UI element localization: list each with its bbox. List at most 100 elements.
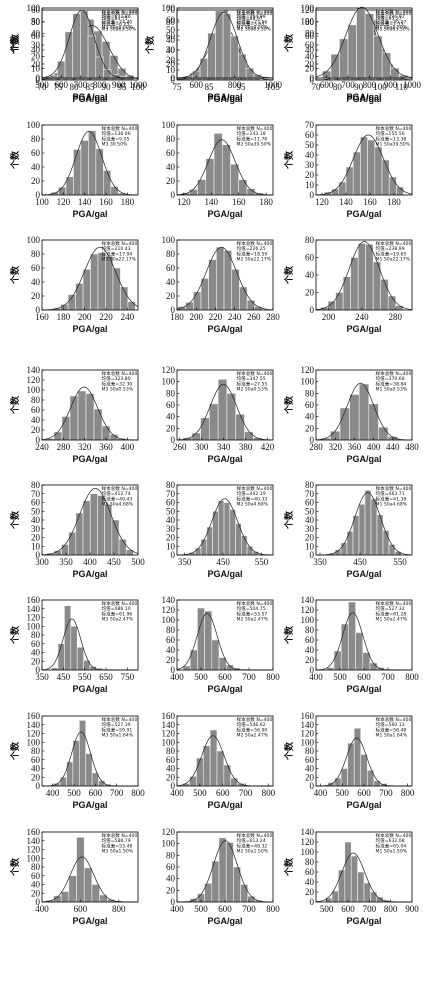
y-tick-label: 80 [305, 746, 315, 756]
y-tick-label: 60 [305, 755, 315, 765]
x-tick-label: 320 [78, 442, 92, 452]
x-tick-label: 600 [341, 904, 355, 914]
y-tick-label: 140 [301, 827, 315, 837]
stats-annotation: 样本总数 N=400 [237, 240, 273, 247]
histogram-bar [82, 500, 91, 556]
x-tick-label: 180 [57, 312, 71, 322]
y-tick-label: 120 [301, 5, 315, 15]
normal-fit-curve [176, 11, 274, 79]
y-axis-label: 个数 [9, 150, 21, 170]
y-tick-label: 80 [31, 480, 41, 490]
stats-annotation: M2 50a39.50% [237, 142, 272, 148]
histogram-panel-24: 0 20 40 60 80 100 120 140 500 600 700 800 900 PGA/gal… [282, 824, 419, 938]
x-tick-label: 700 [363, 904, 377, 914]
histogram-svg: 0 20 40 60 80 100 160 180 200 220 240 PGA/gal 个数 样本总数… [9, 235, 139, 334]
stats-annotation: 均值=504.75 [237, 605, 266, 612]
stats-annotation: 均值=632.08 [376, 837, 405, 844]
x-tick-label: 140 [78, 197, 92, 207]
histogram-bar [225, 842, 234, 903]
y-tick-label: 0 [36, 75, 41, 85]
y-tick-label: 60 [31, 5, 41, 15]
y-tick-label: 60 [305, 867, 315, 877]
histogram-bar [213, 133, 223, 196]
histogram-bar [68, 531, 77, 556]
y-tick-label: 120 [162, 365, 176, 375]
histogram-bar [362, 652, 371, 671]
histogram-bar [368, 403, 379, 441]
histogram-bar [360, 754, 368, 787]
y-tick-label: 0 [310, 305, 315, 315]
stats-annotation: 标准差=17.94 [102, 250, 133, 257]
y-tick-label: 20 [305, 170, 315, 180]
y-tick-label: 60 [305, 400, 315, 410]
x-tick-label: 750 [121, 672, 135, 682]
histogram-bar [217, 500, 225, 556]
histogram-bar [200, 538, 208, 556]
y-tick-label: 20 [31, 772, 41, 782]
y-tick-label: 100 [301, 615, 315, 625]
y-axis-label: 个数 [144, 35, 156, 55]
stats-annotation: 标准差=65.04 [376, 842, 407, 849]
x-tick-label: 95 [118, 82, 128, 92]
x-tick-label: 500 [194, 904, 208, 914]
x-tick-label: 200 [322, 312, 336, 322]
histogram-bar [339, 38, 349, 79]
y-tick-label: 20 [31, 176, 41, 186]
histogram-bar [221, 144, 231, 196]
histogram-panel-12: 0 20 40 60 80 100 120 280 320 360 400 440 480 PGA/gal… [282, 362, 419, 476]
normal-fit-curve [176, 139, 274, 196]
y-tick-label: 80 [305, 17, 315, 27]
y-tick-label: 20 [305, 887, 315, 897]
x-tick-label: 600 [218, 672, 232, 682]
y-tick-label: 0 [310, 897, 315, 907]
histogram-bar [364, 13, 374, 79]
x-tick-label: 100 [35, 197, 49, 207]
y-tick-label: 100 [27, 3, 41, 13]
x-tick-label: 600 [218, 904, 232, 914]
x-tick-label: 800 [363, 80, 377, 90]
x-axis-label: PGA/gal [72, 209, 107, 219]
x-tick-label: 220 [209, 312, 223, 322]
x-tick-label: 400 [83, 557, 97, 567]
y-tick-label: 60 [31, 755, 41, 765]
histogram-bar [239, 286, 248, 311]
histogram-bar [357, 871, 365, 903]
y-tick-label: 20 [305, 655, 315, 665]
histogram-bar [87, 35, 97, 79]
x-tick-label: 90 [102, 82, 112, 92]
y-tick-label: 0 [171, 75, 176, 85]
x-tick-label: 450 [107, 557, 121, 567]
x-tick-label: 700 [242, 672, 256, 682]
x-axis-label: PGA/gal [72, 324, 107, 334]
y-tick-label: 160 [162, 711, 176, 721]
histogram-bar [238, 53, 247, 79]
x-axis-label: PGA/gal [72, 800, 107, 810]
x-tick-label: 650 [99, 672, 113, 682]
x-tick-label: 280 [309, 442, 323, 452]
x-tick-label: 800 [112, 904, 126, 914]
y-tick-label: 40 [305, 764, 315, 774]
x-tick-label: 500 [320, 904, 334, 914]
y-tick-label: 100 [162, 120, 176, 130]
y-tick-label: 70 [305, 489, 315, 499]
stats-annotation: 样本总数 N=400 [102, 600, 138, 607]
stats-annotation: 标准差=48.32 [237, 842, 268, 849]
histogram-bar [376, 514, 384, 556]
y-tick-label: 40 [305, 45, 315, 55]
x-tick-label: 400 [121, 442, 135, 452]
plot-frame [176, 7, 274, 79]
y-tick-label: 50 [31, 17, 41, 27]
y-tick-label: 20 [166, 291, 176, 301]
y-tick-label: 40 [166, 35, 176, 45]
histogram-bar [95, 148, 104, 196]
histogram-bar [204, 610, 213, 671]
x-tick-label: 480 [405, 442, 419, 452]
stats-annotation: M1 50a4.68% [376, 502, 408, 508]
stats-annotation: M3 50a4.68% [102, 502, 134, 508]
x-axis-label: PGA/gal [207, 209, 242, 219]
y-tick-label: 40 [166, 277, 176, 287]
histogram-bar [350, 855, 358, 903]
y-tick-label: 20 [305, 423, 315, 433]
y-tick-label: 100 [301, 737, 315, 747]
